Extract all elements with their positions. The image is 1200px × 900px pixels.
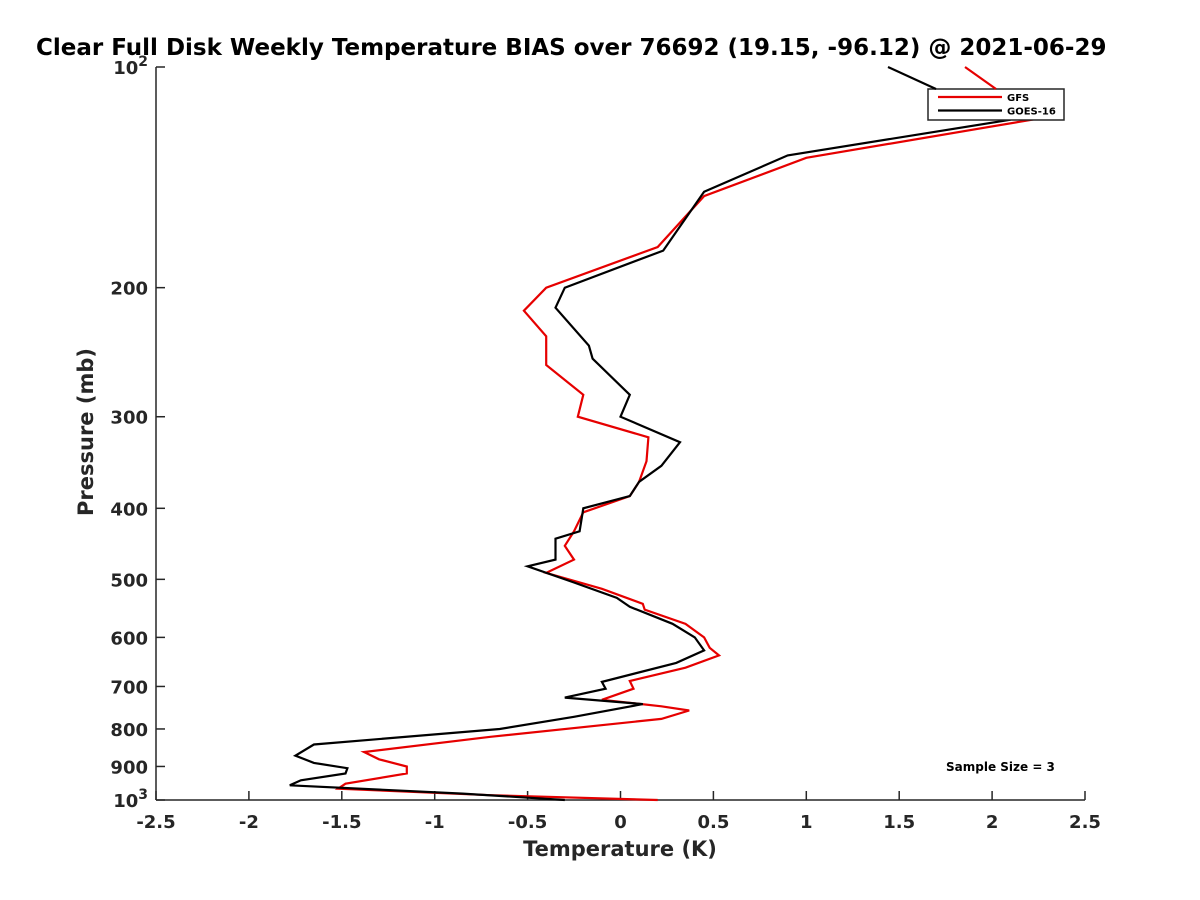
y-tick-label: 500 <box>110 570 148 591</box>
x-axis-label: Temperature (K) <box>523 837 717 861</box>
y-tick-label: 800 <box>110 720 148 741</box>
y-axis-label: Pressure (mb) <box>74 348 98 516</box>
y-tick-label: 400 <box>110 499 148 520</box>
y-tick-label: 103 <box>113 787 148 812</box>
y-tick-label: 300 <box>110 408 148 429</box>
y-tick-label: 900 <box>110 757 148 778</box>
y-tick-label: 200 <box>110 279 148 300</box>
x-tick-label: 1.5 <box>883 812 915 833</box>
x-tick-label: -2 <box>239 812 259 833</box>
chart-title: Clear Full Disk Weekly Temperature BIAS … <box>36 35 1106 61</box>
legend-entry: GFS <box>1007 93 1029 104</box>
y-tick-label: 700 <box>110 677 148 698</box>
x-tick-label: -2.5 <box>136 812 175 833</box>
legend: GFS GOES-16 <box>887 66 1065 121</box>
series-layer <box>289 115 1048 802</box>
legend-entry: GOES-16 <box>1007 107 1056 118</box>
legend-leader-gfs <box>964 66 997 90</box>
x-tick-label: -1 <box>425 812 445 833</box>
series-line-goes-16 <box>289 118 1011 802</box>
y-tick-label: 600 <box>110 628 148 649</box>
x-tick-label: -0.5 <box>508 812 547 833</box>
x-tick-label: 2 <box>986 812 999 833</box>
x-tick-label: 1 <box>800 812 813 833</box>
legend-box <box>927 88 1065 121</box>
x-tick-label: -1.5 <box>322 812 361 833</box>
x-tick-label: 0 <box>614 812 627 833</box>
legend-leader-goes <box>887 66 937 90</box>
x-tick-label: 0.5 <box>697 812 729 833</box>
sample-size-annotation: Sample Size = 3 <box>946 760 1055 774</box>
y-tick-label: 102 <box>113 54 148 79</box>
series-line-gfs <box>334 115 1048 802</box>
x-tick-label: 2.5 <box>1069 812 1101 833</box>
